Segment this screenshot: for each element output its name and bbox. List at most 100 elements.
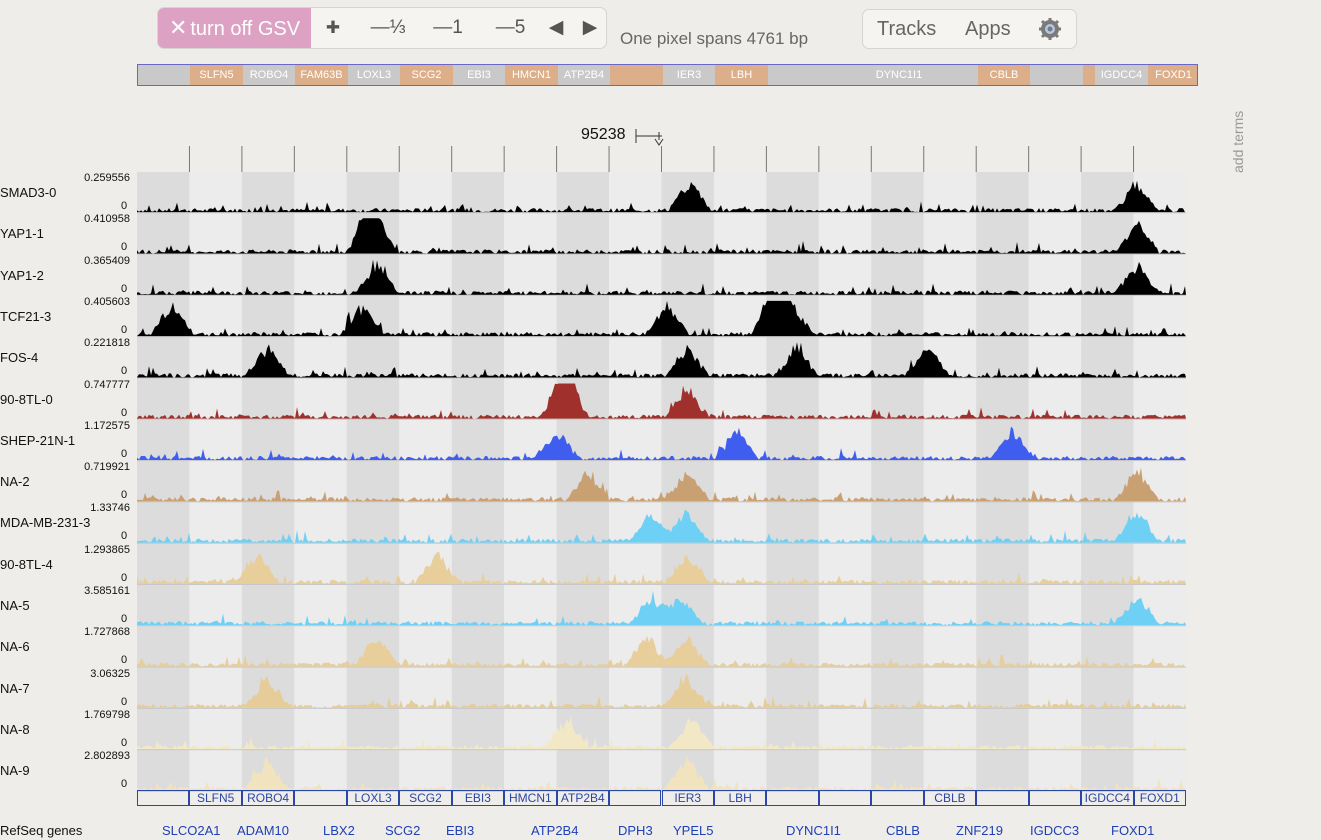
- add-terms-link[interactable]: add terms: [1230, 95, 1248, 175]
- track-name[interactable]: NA-6: [0, 639, 30, 655]
- gene-cell[interactable]: [976, 790, 1029, 806]
- refseq-gene[interactable]: SLCO2A1: [162, 823, 221, 838]
- overview-gene-10[interactable]: IER3: [663, 65, 715, 85]
- zoom-out-third-button[interactable]: —⅓: [370, 17, 406, 38]
- track-signal: [137, 716, 1186, 750]
- refseq-gene[interactable]: LBX2: [323, 823, 355, 838]
- refseq-gene[interactable]: CBLB: [886, 823, 920, 838]
- overview-gene-15[interactable]: CBLB: [978, 65, 1030, 85]
- track-zero-value: 0: [121, 530, 128, 543]
- refseq-gene[interactable]: ATP2B4: [531, 823, 579, 838]
- overview-gene-16[interactable]: [1030, 65, 1083, 85]
- gene-cell[interactable]: [609, 790, 662, 806]
- zoom-out-1-button[interactable]: —1: [433, 17, 463, 38]
- refseq-gene[interactable]: DYNC1I1: [786, 823, 841, 838]
- gear-icon[interactable]: [1039, 18, 1061, 40]
- gene-overview-bar[interactable]: SLFN5 ROBO4 FAM63B LOXL3 SCG2 EBI3 HMCN1 ATP2B4…: [137, 64, 1198, 86]
- overview-gene-2[interactable]: ROBO4: [243, 65, 295, 85]
- overview-gene-14[interactable]: [925, 65, 978, 85]
- pixel-span-note: One pixel spans 4761 bp: [620, 29, 809, 48]
- gene-cell[interactable]: [766, 790, 819, 806]
- gene-cell[interactable]: LOXL3: [346, 790, 400, 806]
- turn-off-gsv-button[interactable]: ✕ turn off GSV: [158, 8, 311, 48]
- gene-cell[interactable]: EBI3: [451, 790, 505, 806]
- overview-gene-7[interactable]: HMCN1: [505, 65, 558, 85]
- track-max-value: 0.259556: [84, 172, 130, 184]
- gene-cell[interactable]: FOXD1: [1133, 790, 1186, 806]
- close-icon: ✕: [168, 15, 188, 40]
- ruler: [188, 146, 1135, 172]
- refseq-gene[interactable]: IGDCC3: [1030, 823, 1080, 838]
- track-signal: [137, 551, 1186, 584]
- overview-gene-9[interactable]: [610, 65, 663, 85]
- gene-cell[interactable]: [294, 790, 347, 806]
- tracks-button[interactable]: Tracks: [877, 18, 937, 40]
- overview-gene-11[interactable]: LBH: [715, 65, 768, 85]
- overview-gene-13[interactable]: DYNC1I1: [873, 65, 925, 85]
- gene-cell[interactable]: SLFN5: [189, 790, 242, 806]
- overview-gene-6[interactable]: EBI3: [453, 65, 505, 85]
- gene-cell[interactable]: IER3: [661, 790, 714, 806]
- overview-gene-19[interactable]: FOXD1: [1148, 65, 1197, 85]
- overview-gene-12[interactable]: [768, 65, 873, 85]
- main-menu: Tracks Apps: [862, 9, 1077, 49]
- track-signal: [137, 467, 1186, 502]
- overview-gene-17[interactable]: [1083, 65, 1095, 85]
- track-zero-value: 0: [121, 282, 128, 295]
- refseq-gene[interactable]: ADAM10: [237, 823, 290, 838]
- pan-left-button[interactable]: ◀: [548, 17, 564, 38]
- gene-cell[interactable]: [818, 790, 872, 806]
- gene-cell[interactable]: [137, 790, 190, 806]
- track-name[interactable]: 90-8TL-0: [0, 391, 53, 407]
- gene-cell[interactable]: [1028, 790, 1082, 806]
- refseq-gene[interactable]: ZNF219: [956, 823, 1003, 838]
- overview-gene-18[interactable]: IGDCC4: [1095, 65, 1148, 85]
- overview-gene-3[interactable]: FAM63B: [295, 65, 348, 85]
- track-name[interactable]: NA-7: [0, 680, 30, 696]
- overview-gene-5[interactable]: SCG2: [400, 65, 453, 85]
- refseq-gene[interactable]: DPH3: [618, 823, 653, 838]
- gene-cell[interactable]: ROBO4: [241, 790, 295, 806]
- track-name[interactable]: FOS-4: [0, 350, 39, 366]
- gene-cell[interactable]: CBLB: [923, 790, 977, 806]
- overview-gene-0[interactable]: [138, 65, 190, 85]
- overview-gene-8[interactable]: ATP2B4: [558, 65, 610, 85]
- track-signal: [137, 590, 1186, 626]
- track-name[interactable]: TCF21-3: [0, 308, 52, 324]
- overview-gene-1[interactable]: SLFN5: [190, 65, 243, 85]
- gene-cell[interactable]: [871, 790, 924, 806]
- gene-row: SLFN5 ROBO4 LOXL3 SCG2 EBI3 HMCN1 ATP2B4 IER3 LB…: [137, 790, 1186, 807]
- gene-cell[interactable]: HMCN1: [504, 790, 557, 806]
- refseq-gene[interactable]: SCG2: [385, 823, 421, 838]
- track-name[interactable]: YAP1-2: [0, 267, 44, 283]
- track-plots[interactable]: [137, 172, 1186, 792]
- track-max-value: 0.221818: [84, 337, 130, 350]
- refseq-gene[interactable]: YPEL5: [673, 823, 714, 838]
- pan-right-button[interactable]: ▶: [582, 17, 598, 38]
- track-zero-value: 0: [121, 736, 128, 749]
- track-name[interactable]: NA-5: [0, 598, 30, 613]
- track-name[interactable]: SHEP-21N-1: [0, 432, 76, 448]
- track-name[interactable]: YAP1-1: [0, 226, 44, 242]
- refseq-gene[interactable]: EBI3: [446, 823, 475, 838]
- zoom-out-5-button[interactable]: —5: [495, 17, 526, 38]
- gene-cell[interactable]: LBH: [713, 790, 767, 806]
- gene-cell[interactable]: IGDCC4: [1081, 790, 1134, 806]
- track-name[interactable]: MDA-MB-231-3: [0, 515, 91, 531]
- region-column: [451, 172, 505, 792]
- track-name[interactable]: NA-9: [0, 763, 30, 779]
- zoom-in-button[interactable]: ✚: [325, 18, 341, 37]
- track-signal: [137, 635, 1186, 667]
- region-column: [976, 172, 1029, 792]
- track-zero-value: 0: [121, 200, 128, 212]
- refseq-gene[interactable]: FOXD1: [1111, 823, 1155, 838]
- track-name[interactable]: SMAD3-0: [0, 185, 57, 200]
- apps-button[interactable]: Apps: [965, 18, 1011, 40]
- gene-cell[interactable]: ATP2B4: [556, 790, 610, 806]
- overview-gene-4[interactable]: LOXL3: [348, 65, 400, 85]
- track-name[interactable]: NA-8: [0, 721, 30, 737]
- region-column: [818, 172, 872, 792]
- track-name[interactable]: NA-2: [0, 474, 30, 490]
- gene-cell[interactable]: SCG2: [399, 790, 452, 806]
- track-name[interactable]: 90-8TL-4: [0, 556, 53, 572]
